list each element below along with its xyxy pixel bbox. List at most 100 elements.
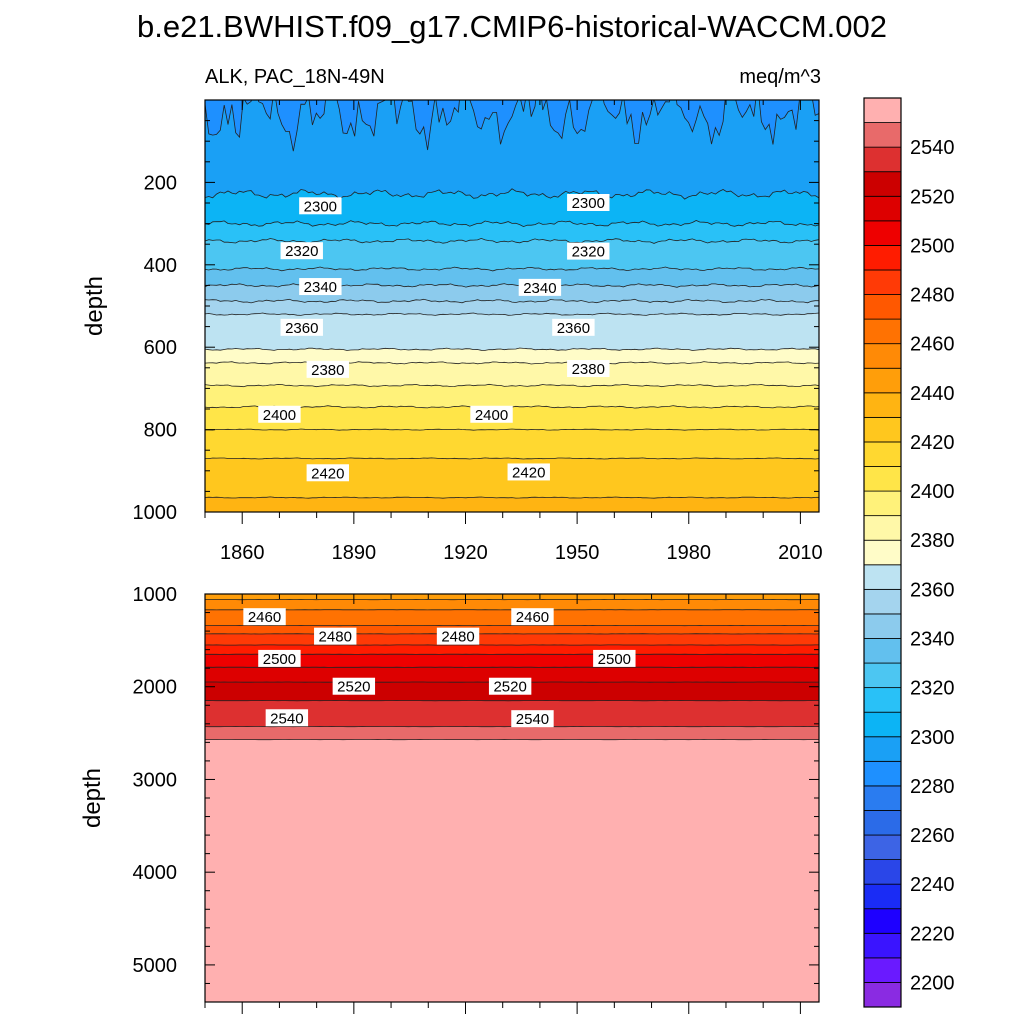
upper-panel: 2300 2300 2320 2320 2340 2340 2360 2360 2380 2380… xyxy=(81,99,823,564)
contour-band xyxy=(205,594,819,600)
contour-label: 2420 xyxy=(507,463,550,481)
lower-panel: 2460 2460 2480 2480 2500 2500 2520 2520 2540 2540… xyxy=(79,584,820,1014)
colorbar: 2200 2220 2240 2260 2280 2300 2320 2340 2360 2380… xyxy=(863,97,955,1008)
contour-label-box xyxy=(280,242,323,260)
colorbar-swatch xyxy=(863,146,902,173)
contour-band xyxy=(205,267,819,288)
colorbar-swatch xyxy=(863,908,902,934)
contour-label-box xyxy=(299,197,342,215)
x-tick-label: 1950 xyxy=(555,542,600,564)
upper-contour-labels: 2300 2300 2320 2320 2340 2340 2360 2360 2380 2380… xyxy=(258,194,610,482)
contour-label-box xyxy=(332,677,376,695)
contour-line xyxy=(205,496,819,499)
colorbar-swatch xyxy=(863,195,902,222)
contour-label-box xyxy=(306,464,349,482)
colorbar-swatch xyxy=(863,539,902,566)
contour-label-text: 2320 xyxy=(285,243,318,260)
contour-label-text: 2520 xyxy=(337,679,370,696)
colorbar-swatch xyxy=(863,834,902,860)
colorbar-swatch xyxy=(863,760,902,787)
contour-label: 2320 xyxy=(567,242,610,261)
colorbar-tick-label: 2260 xyxy=(910,825,955,847)
contour-label-text: 2540 xyxy=(270,710,303,727)
colorbar-swatch xyxy=(863,638,902,664)
colorbar-swatch xyxy=(863,269,902,295)
contour-label: 2400 xyxy=(258,405,301,424)
contour-label: 2520 xyxy=(332,677,376,696)
contour-band xyxy=(205,299,819,316)
y-tick-label: 1000 xyxy=(133,502,178,524)
colorbar-swatch xyxy=(863,687,902,713)
contour-label-text: 2460 xyxy=(516,609,549,626)
y-tick-label: 400 xyxy=(144,255,177,277)
contour-line xyxy=(205,457,819,460)
contour-label-text: 2380 xyxy=(572,361,605,378)
colorbar-swatch xyxy=(863,883,902,910)
y-tick-label: 5000 xyxy=(133,955,178,977)
left-panel-label: ALK, PAC_18N-49N xyxy=(205,66,385,88)
contour-label-box xyxy=(470,405,513,423)
contour-line xyxy=(205,298,819,304)
contour-band xyxy=(205,100,819,200)
contour-label-text: 2340 xyxy=(304,279,337,296)
colorbar-swatch xyxy=(863,564,902,590)
contour-label: 2460 xyxy=(511,608,554,626)
colorbar-tick-label: 2380 xyxy=(910,530,955,552)
contour-label-text: 2480 xyxy=(441,629,474,646)
contour-label-box xyxy=(593,649,636,667)
contour-label-box xyxy=(299,278,342,296)
colorbar-tick-label: 2440 xyxy=(910,383,955,405)
contour-band xyxy=(205,100,819,152)
colorbar-swatch xyxy=(863,932,902,959)
y-tick-label: 600 xyxy=(144,337,177,359)
colorbar-swatch xyxy=(863,662,902,689)
upper-axes: 200 400 600 800 1000 1860 1890 1920 1950 1980 2010 xyxy=(133,99,823,564)
contour-label: 2360 xyxy=(280,318,323,337)
contour-label-text: 2500 xyxy=(263,651,296,668)
contour-band xyxy=(205,384,819,409)
colorbar-swatch xyxy=(863,367,902,394)
x-tick-label: 1890 xyxy=(332,542,377,564)
contour-band xyxy=(205,348,819,364)
y-tick-label: 4000 xyxy=(133,862,178,884)
contour-label: 2420 xyxy=(306,464,349,482)
contour-band xyxy=(205,726,819,740)
contour-label-box xyxy=(518,278,562,296)
contour-band xyxy=(205,188,819,227)
colorbar-swatch xyxy=(863,318,902,345)
contour-label-box xyxy=(436,627,480,645)
colorbar-swatch xyxy=(863,957,902,983)
lower-filled-contours xyxy=(205,594,819,1002)
contour-label-box xyxy=(265,709,309,727)
contour-label-text: 2480 xyxy=(319,629,352,646)
colorbar-swatch xyxy=(863,97,902,123)
colorbar-swatch xyxy=(863,416,902,443)
contour-band xyxy=(205,644,819,655)
y-tick-label: 200 xyxy=(144,172,177,194)
contour-label-text: 2400 xyxy=(263,407,296,424)
colorbar-swatch xyxy=(863,588,902,615)
contour-label-text: 2520 xyxy=(493,679,526,696)
y-tick-label: 2000 xyxy=(133,677,178,699)
contour-label: 2380 xyxy=(567,360,610,378)
contour-band xyxy=(205,654,819,668)
contour-label-text: 2380 xyxy=(311,362,344,379)
contour-label-text: 2300 xyxy=(304,198,337,215)
contour-label: 2500 xyxy=(593,649,636,668)
colorbar-swatch xyxy=(863,490,902,517)
colorbar-swatch xyxy=(863,220,902,246)
x-tick-label: 2010 xyxy=(778,542,823,564)
colorbar-tick-label: 2540 xyxy=(910,137,955,159)
contour-label-box xyxy=(511,710,554,728)
colorbar-swatch xyxy=(863,859,902,885)
contour-band xyxy=(205,283,819,303)
contour-label: 2520 xyxy=(488,677,532,696)
colorbar-tick-label: 2280 xyxy=(910,776,955,798)
contour-label: 2320 xyxy=(280,242,323,260)
lower-axes: 1000 2000 3000 4000 5000 xyxy=(133,584,819,1014)
contour-label-box xyxy=(306,360,349,378)
contour-band xyxy=(205,633,819,646)
colorbar-swatch xyxy=(863,982,902,1008)
contour-line xyxy=(205,266,819,272)
